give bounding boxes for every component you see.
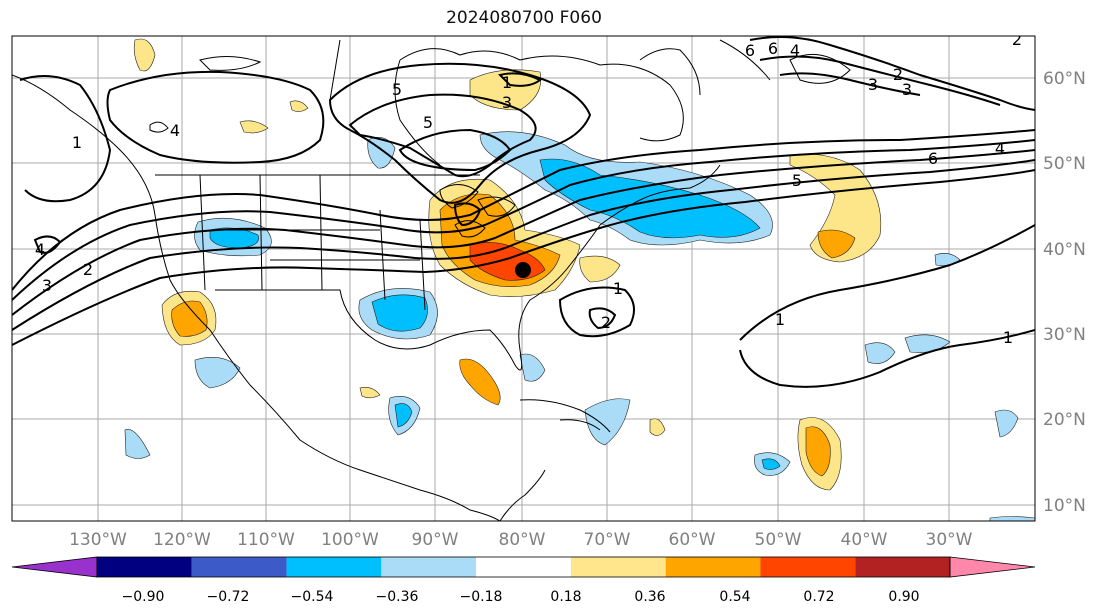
lat-label: 30°N	[1043, 325, 1086, 345]
colorbar-tick-label: −0.54	[291, 589, 334, 605]
lat-label: 20°N	[1043, 410, 1086, 430]
map-title: 2024080700 F060	[446, 8, 602, 28]
filled-anomalies	[124, 38, 1035, 521]
anomaly-negative-region	[394, 403, 413, 428]
contour-label: 3	[42, 276, 52, 295]
anomaly-negative-region	[584, 398, 631, 446]
contour-label: 3	[502, 93, 512, 112]
contour-label: 1	[775, 310, 785, 329]
colorbar-extend-high	[949, 556, 1036, 578]
contour-label: 6	[928, 149, 938, 168]
colorbar-tick-label: 0.90	[888, 589, 919, 605]
anomaly-positive-region	[133, 38, 156, 72]
contour-label: 5	[792, 171, 802, 190]
lon-label: 130°W	[69, 530, 127, 550]
lon-label: 30°W	[926, 530, 973, 550]
contour-label: 2	[893, 65, 903, 84]
lon-label: 60°W	[669, 530, 716, 550]
location-marker	[515, 262, 531, 278]
anomaly-negative-region	[761, 458, 781, 470]
contour-label: 4	[35, 240, 45, 259]
anomaly-positive-region	[459, 358, 501, 406]
anomaly-positive-region	[289, 100, 309, 112]
colorbar-tick-label: −0.18	[460, 589, 503, 605]
lon-label: 90°W	[412, 530, 459, 550]
contour-label: 3	[902, 80, 912, 99]
lon-label: 100°W	[321, 530, 379, 550]
anomaly-negative-region	[904, 334, 951, 353]
colorbar-tick-labels: −0.90 −0.72 −0.54 −0.36 −0.18 0.18 0.36 …	[122, 589, 920, 605]
colorbar-segment	[665, 557, 761, 577]
lat-label: 40°N	[1043, 240, 1086, 260]
colorbar-tick-label: 0.36	[634, 589, 665, 605]
latitude-labels: 60°N 50°N 40°N 30°N 20°N 10°N	[1043, 69, 1086, 516]
anomaly-positive-region	[805, 426, 831, 477]
anomaly-negative-region	[519, 353, 546, 382]
colorbar-segment	[381, 557, 477, 577]
contour-label: 1	[613, 279, 623, 298]
contour-label: 6	[768, 39, 778, 58]
lat-label: 10°N	[1043, 496, 1086, 516]
map-panel: 1 3 5 4 6 2 3 4 5 6 1 2 3 4 5 6 4 2 3 1 …	[12, 30, 1035, 521]
colorbar-segment	[191, 557, 287, 577]
lat-label: 60°N	[1043, 69, 1086, 89]
lon-label: 70°W	[584, 530, 631, 550]
lon-label: 110°W	[237, 530, 295, 550]
colorbar-extend-low	[11, 556, 98, 578]
contour-label-group: 1 3 5 4 6 2 3 4 5 6 1 2 3 4 5 6 4 2 3 1 …	[35, 30, 1022, 347]
lat-label: 50°N	[1043, 154, 1086, 174]
contour-label: 4	[170, 121, 180, 140]
colorbar-segment	[760, 557, 856, 577]
anomaly-positive-region	[579, 255, 621, 283]
lon-label: 50°W	[755, 530, 802, 550]
lon-label: 40°W	[841, 530, 888, 550]
contour-label: 1	[1003, 328, 1013, 347]
anomaly-positive-region	[171, 300, 208, 337]
contour-label: 5	[423, 113, 433, 132]
anomaly-negative-region	[371, 294, 428, 332]
lon-label: 80°W	[499, 530, 546, 550]
contour-label: 2	[83, 260, 93, 279]
colorbar-segment	[97, 557, 192, 577]
anomaly-negative-region	[864, 342, 896, 364]
contour-label: 1	[72, 133, 82, 152]
colorbar-tick-label: 0.18	[550, 589, 581, 605]
colorbar	[11, 556, 1036, 578]
anomaly-negative-region	[124, 428, 151, 459]
longitude-labels: 130°W 120°W 110°W 100°W 90°W 80°W 70°W 6…	[69, 530, 973, 550]
colorbar-tick-label: 0.54	[719, 589, 750, 605]
colorbar-segment	[855, 557, 950, 577]
colorbar-tick-label: −0.72	[207, 589, 250, 605]
colorbar-outline	[96, 556, 951, 578]
anomaly-positive-region	[359, 387, 381, 399]
contour-label: 2	[1012, 30, 1022, 49]
colorbar-tick-label: −0.36	[376, 589, 419, 605]
colorbar-tick-label: 0.72	[803, 589, 834, 605]
anomaly-positive-region	[817, 229, 856, 259]
contour-label: 1	[502, 73, 512, 92]
map-border	[11, 35, 1036, 522]
contour-label: 6	[745, 41, 755, 60]
contour-label: 4	[995, 139, 1005, 158]
colorbar-tick-label: −0.90	[122, 589, 165, 605]
colorbar-segment	[570, 557, 666, 577]
colorbar-segment	[286, 557, 382, 577]
contour-label: 5	[392, 80, 402, 99]
contour-label: 2	[601, 313, 611, 332]
anomaly-negative-region	[994, 409, 1019, 438]
colorbar-segment	[476, 557, 571, 577]
contour-lines	[12, 36, 1035, 388]
anomaly-negative-region	[989, 516, 1035, 521]
anomaly-positive-region	[239, 120, 269, 134]
contour-label: 3	[868, 75, 878, 94]
contour-label: 4	[790, 41, 800, 60]
lon-label: 120°W	[153, 530, 211, 550]
anomaly-positive-region	[649, 418, 666, 436]
anomaly-negative-region	[194, 357, 241, 389]
anomaly-positive-region	[789, 153, 882, 263]
